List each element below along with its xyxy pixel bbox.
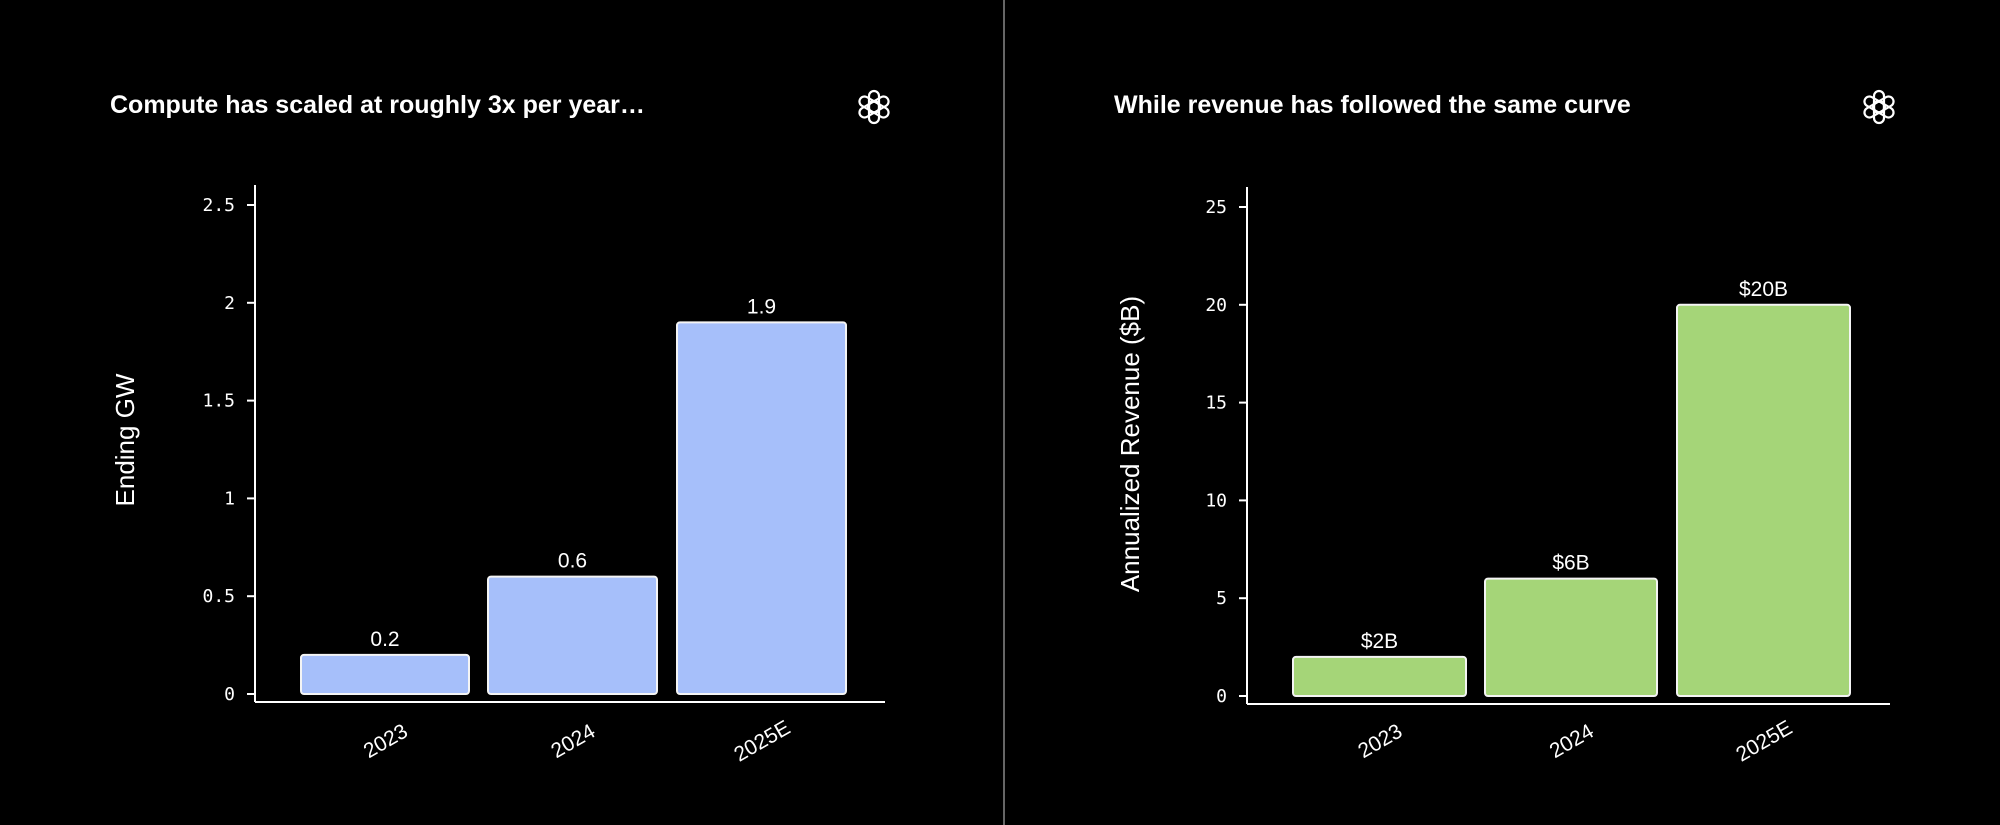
x-tick-label: 2024 <box>547 720 599 763</box>
x-tick-label: 2023 <box>1354 720 1406 763</box>
chart-1: Compute has scaled at roughly 3x per yea… <box>110 89 890 766</box>
x-tick-label: 2023 <box>360 720 412 763</box>
bar-2024 <box>487 575 658 696</box>
data-label: $6B <box>1552 552 1589 575</box>
y-tick-label: 0 <box>1216 686 1227 707</box>
data-label: $20B <box>1739 278 1788 301</box>
x-tick-label: 2025E <box>1732 716 1796 766</box>
y-tick-label: 20 <box>1205 295 1227 316</box>
openai-logo-icon <box>858 89 890 125</box>
y-tick-label: 25 <box>1205 197 1227 218</box>
data-label: 0.6 <box>558 550 587 573</box>
chart-title: While revenue has followed the same curv… <box>1114 91 1631 119</box>
y-axis-label: Annualized Revenue ($B) <box>1115 296 1145 592</box>
y-tick-label: 5 <box>1216 588 1227 609</box>
bar-2025E <box>676 321 847 695</box>
y-tick-label: 1 <box>224 488 235 509</box>
y-tick-label: 15 <box>1205 393 1227 414</box>
data-label: 0.2 <box>370 628 399 651</box>
y-tick-label: 1.5 <box>202 391 235 412</box>
data-label: 1.9 <box>747 295 776 318</box>
x-tick-label: 2024 <box>1546 720 1598 763</box>
y-tick-label: 0 <box>224 684 235 705</box>
logo-petal <box>858 95 881 114</box>
data-label: $2B <box>1361 630 1398 653</box>
chart-title: Compute has scaled at roughly 3x per yea… <box>110 91 645 119</box>
bar-2025E <box>1676 303 1851 697</box>
bar-2024 <box>1484 577 1658 698</box>
bar-2023 <box>300 653 470 696</box>
y-tick-label: 2 <box>224 293 235 314</box>
y-axis-label: Ending GW <box>110 373 140 506</box>
y-tick-label: 0.5 <box>202 586 235 607</box>
logo-petal <box>1863 95 1886 114</box>
x-tick-label: 2025E <box>730 716 794 766</box>
y-tick-label: 2.5 <box>202 195 235 216</box>
chart-2: While revenue has followed the same curv… <box>1114 89 1895 766</box>
openai-logo-icon <box>1863 89 1895 125</box>
bar-2023 <box>1292 655 1467 698</box>
y-tick-label: 10 <box>1205 490 1227 511</box>
